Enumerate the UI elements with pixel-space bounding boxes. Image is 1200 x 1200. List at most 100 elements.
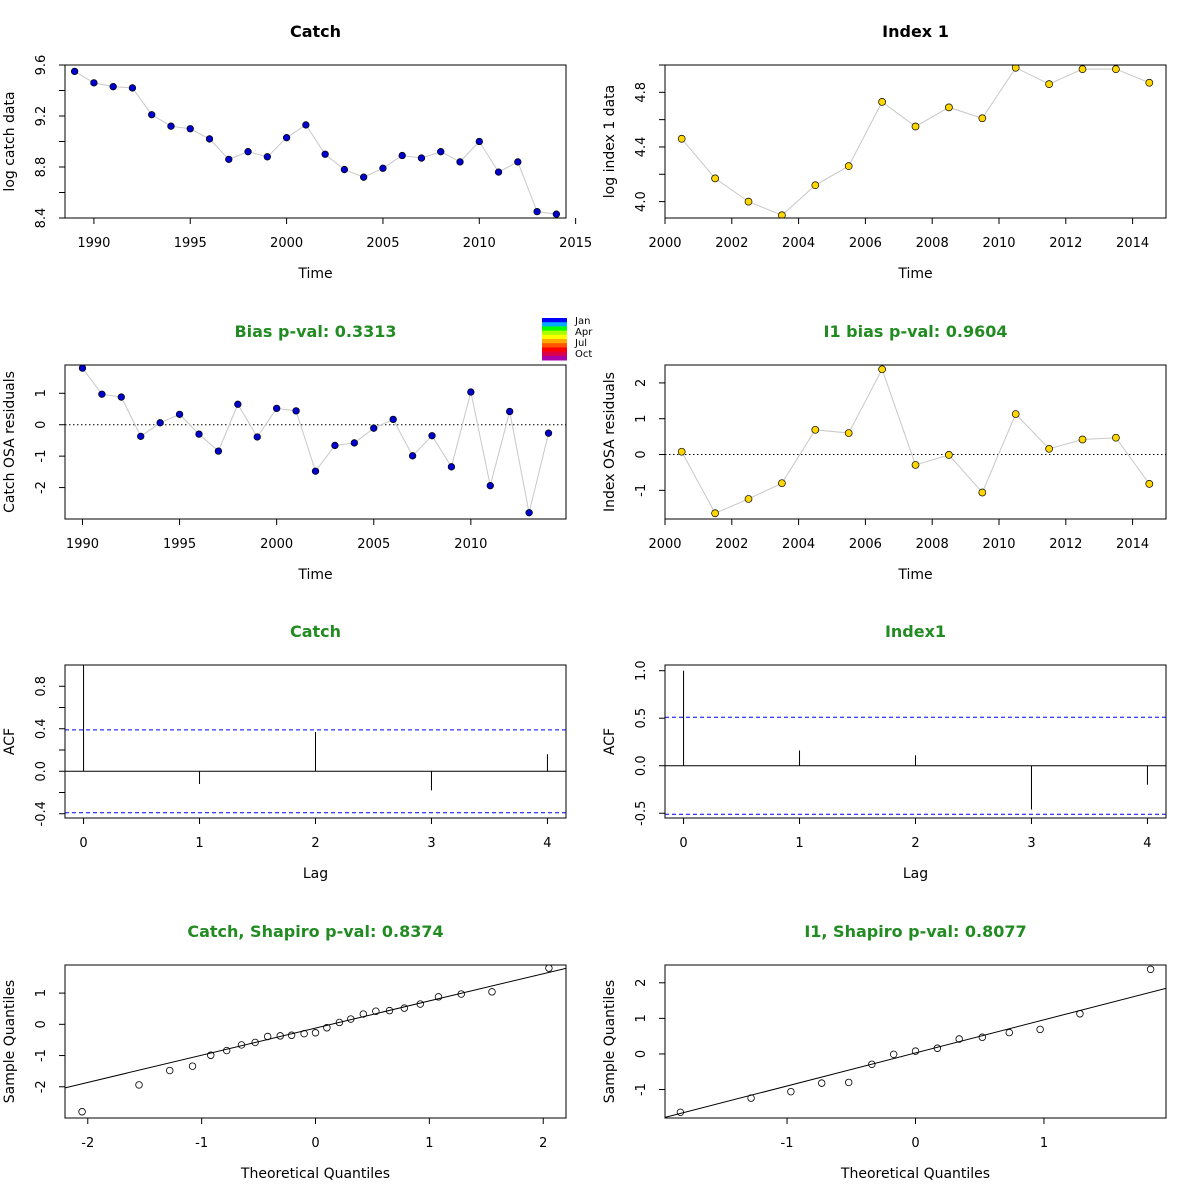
- plot-area: [70, 67, 561, 218]
- x-tick-label: 1: [195, 836, 203, 851]
- x-tick-label: 2015: [559, 236, 592, 251]
- x-tick-label: 1: [1040, 1136, 1048, 1151]
- y-tick-label: 8.8: [34, 157, 49, 178]
- plot-frame: [64, 664, 567, 819]
- data-point: [467, 388, 475, 396]
- x-tick-label: 2000: [648, 236, 681, 251]
- data-point: [506, 407, 514, 416]
- y-tick-label: 0.5: [634, 708, 649, 729]
- x-tick-label: 2: [911, 836, 919, 851]
- x-tick-label: 1: [425, 1136, 433, 1151]
- y-tick-label: 0.8: [34, 676, 49, 697]
- legend-label: Jul: [574, 338, 587, 349]
- qq-point: [868, 1060, 876, 1068]
- plot-area: [665, 670, 1166, 815]
- y-tick-label: 1: [34, 389, 49, 397]
- x-tick-label: 2010: [982, 537, 1015, 552]
- x-axis-label: Theoretical Quantiles: [240, 1166, 390, 1182]
- data-point: [379, 164, 387, 172]
- data-point: [778, 479, 786, 488]
- x-tick-label: 2: [539, 1136, 547, 1151]
- qq-point: [845, 1078, 853, 1087]
- chart-title: Index 1: [882, 22, 949, 41]
- qq-point: [251, 1038, 259, 1047]
- x-tick-label: 4: [543, 836, 551, 851]
- data-point: [137, 432, 145, 440]
- data-point: [78, 365, 87, 372]
- x-axis-label: Time: [297, 266, 332, 282]
- plot-frame: [664, 964, 1167, 1119]
- data-point: [350, 439, 358, 447]
- y-axis-label: ACF: [2, 728, 18, 755]
- data-point: [811, 181, 820, 190]
- x-axis-label: Lag: [903, 866, 928, 882]
- qq-point: [372, 1007, 380, 1015]
- data-point: [195, 430, 203, 438]
- qq-reference-line: [65, 967, 566, 1089]
- x-tick-label: 2: [311, 836, 319, 851]
- x-axis-label: Lag: [303, 866, 328, 882]
- data-point: [302, 121, 310, 129]
- data-point: [360, 173, 368, 181]
- y-tick-label: 1: [634, 1014, 649, 1022]
- data-point: [321, 150, 329, 158]
- chart-title: Catch: [290, 622, 341, 641]
- data-point: [552, 210, 561, 218]
- x-tick-label: 1990: [66, 537, 99, 552]
- y-tick-label: -2: [34, 481, 49, 494]
- legend-swatch: [542, 347, 567, 353]
- qq-point: [207, 1051, 215, 1059]
- data-point: [844, 162, 853, 170]
- data-point: [533, 207, 541, 216]
- x-tick-label: 2000: [270, 236, 303, 251]
- data-point: [911, 122, 920, 131]
- plot-frame: [664, 364, 1167, 520]
- x-tick-label: 2012: [1049, 537, 1082, 552]
- data-point: [945, 451, 953, 459]
- panel-3: Bias p-val: 0.3313 Time Catch OSA residual…: [2, 322, 567, 583]
- legend-label: Jan: [574, 316, 590, 327]
- qq-point: [359, 1010, 368, 1018]
- data-point: [486, 482, 494, 490]
- qq-point: [385, 1006, 394, 1015]
- y-tick-label: 4.4: [634, 137, 649, 158]
- qq-point: [955, 1035, 963, 1043]
- qq-point: [335, 1018, 344, 1027]
- data-point: [744, 495, 753, 503]
- data-point: [408, 452, 417, 460]
- qq-point: [911, 1047, 920, 1055]
- series-line: [74, 70, 557, 215]
- y-tick-label: 0: [634, 450, 649, 458]
- qq-point: [889, 1050, 898, 1059]
- qq-point: [400, 1004, 409, 1012]
- x-tick-label: -2: [81, 1136, 94, 1151]
- y-tick-label: 1.0: [634, 660, 649, 681]
- data-point: [1078, 435, 1087, 444]
- legend-swatch: [542, 322, 567, 327]
- legend-swatch: [542, 334, 567, 340]
- qq-point: [311, 1029, 320, 1037]
- x-axis-label: Theoretical Quantiles: [840, 1166, 990, 1182]
- panel-7: Catch, Shapiro p-val: 0.8374 Theoretical …: [2, 922, 567, 1182]
- data-point: [447, 463, 456, 471]
- panel-8: I1, Shapiro p-val: 0.8077 Theoretical Qua…: [602, 922, 1167, 1182]
- data-point: [311, 467, 320, 475]
- panel-1: Catch Time log catch data 1990 1995 2000 2005 2…: [2, 22, 592, 282]
- data-point: [711, 174, 719, 183]
- y-axis-label: Sample Quantiles: [602, 980, 618, 1103]
- data-point: [1045, 444, 1053, 453]
- y-axis-label: log catch data: [2, 91, 18, 191]
- y-tick-label: 0: [634, 1050, 649, 1058]
- data-point: [389, 415, 397, 424]
- data-point: [417, 154, 426, 162]
- legend-swatch: [542, 318, 567, 323]
- y-tick-label: -0.5: [634, 801, 649, 826]
- panel-4: I1 bias p-val: 0.9604 Time Index OSA resid…: [602, 322, 1167, 583]
- y-tick-label: 1: [634, 415, 649, 423]
- qq-point: [416, 1000, 424, 1008]
- qq-point: [222, 1046, 231, 1055]
- data-point: [398, 151, 406, 160]
- y-tick-label: -1: [634, 484, 649, 497]
- data-point: [1145, 78, 1154, 87]
